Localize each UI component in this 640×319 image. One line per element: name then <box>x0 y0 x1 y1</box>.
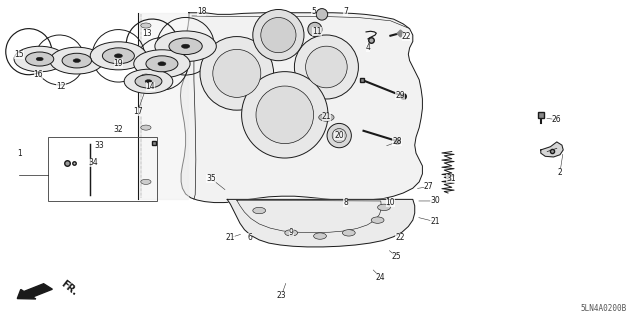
Polygon shape <box>138 13 188 199</box>
Text: 27: 27 <box>424 182 434 191</box>
Ellipse shape <box>242 72 328 158</box>
Text: 2: 2 <box>557 168 563 177</box>
Text: 14: 14 <box>145 82 156 91</box>
Ellipse shape <box>294 35 358 99</box>
Circle shape <box>145 80 152 83</box>
Circle shape <box>314 233 326 239</box>
Text: 10: 10 <box>385 198 396 207</box>
Circle shape <box>378 204 390 211</box>
Text: 6: 6 <box>247 233 252 242</box>
Circle shape <box>73 59 81 63</box>
Circle shape <box>141 23 151 28</box>
Circle shape <box>146 56 178 72</box>
Text: 21: 21 <box>322 112 331 121</box>
Ellipse shape <box>261 18 296 53</box>
Text: 5: 5 <box>311 7 316 16</box>
Circle shape <box>155 31 216 62</box>
Ellipse shape <box>200 37 274 110</box>
Text: 12: 12 <box>56 82 65 91</box>
Text: 22: 22 <box>396 233 404 242</box>
Ellipse shape <box>327 123 351 148</box>
Circle shape <box>319 114 334 121</box>
Circle shape <box>90 42 147 70</box>
Circle shape <box>285 230 298 236</box>
Text: 18: 18 <box>197 7 206 16</box>
Circle shape <box>182 44 189 48</box>
Text: 32: 32 <box>113 125 124 134</box>
Bar <box>48 137 157 201</box>
Circle shape <box>342 230 355 236</box>
Text: 13: 13 <box>142 29 152 38</box>
Text: 25: 25 <box>392 252 402 261</box>
Circle shape <box>134 50 190 78</box>
Text: 21: 21 <box>431 217 440 226</box>
Text: 17: 17 <box>132 107 143 116</box>
Circle shape <box>135 75 162 88</box>
Circle shape <box>253 207 266 214</box>
Ellipse shape <box>253 10 304 61</box>
Circle shape <box>102 48 134 64</box>
Text: 7: 7 <box>343 7 348 16</box>
Circle shape <box>14 46 65 72</box>
Text: 19: 19 <box>113 59 124 68</box>
Circle shape <box>124 69 173 93</box>
Circle shape <box>26 52 54 66</box>
Circle shape <box>115 54 122 58</box>
Ellipse shape <box>306 46 347 88</box>
Polygon shape <box>180 13 422 203</box>
Ellipse shape <box>308 22 322 36</box>
Polygon shape <box>227 199 415 247</box>
Text: 9: 9 <box>289 228 294 237</box>
Circle shape <box>50 47 104 74</box>
Text: 22: 22 <box>402 32 411 41</box>
Text: 28: 28 <box>392 137 401 146</box>
FancyArrow shape <box>17 284 52 299</box>
Circle shape <box>141 74 151 79</box>
Ellipse shape <box>256 86 314 144</box>
Text: 24: 24 <box>376 273 386 282</box>
Text: 26: 26 <box>552 115 562 124</box>
Text: FR.: FR. <box>59 278 79 297</box>
Text: 20: 20 <box>334 131 344 140</box>
Text: 35: 35 <box>206 174 216 183</box>
Text: 16: 16 <box>33 70 44 79</box>
Circle shape <box>36 57 44 61</box>
Circle shape <box>169 38 202 55</box>
Text: 1: 1 <box>17 149 22 158</box>
Text: 30: 30 <box>430 197 440 205</box>
Text: 23: 23 <box>276 291 287 300</box>
Circle shape <box>62 53 92 68</box>
Text: 4: 4 <box>365 43 371 52</box>
Circle shape <box>371 217 384 223</box>
Circle shape <box>141 179 151 184</box>
Text: 29: 29 <box>395 91 405 100</box>
Text: 21: 21 <box>226 233 235 242</box>
Text: 34: 34 <box>88 158 98 167</box>
Ellipse shape <box>332 129 346 143</box>
Polygon shape <box>541 142 563 157</box>
Text: 11: 11 <box>312 27 321 36</box>
Text: 31: 31 <box>446 174 456 183</box>
Text: 33: 33 <box>94 141 104 150</box>
Ellipse shape <box>316 9 328 20</box>
Circle shape <box>158 62 166 66</box>
Text: 15: 15 <box>14 50 24 59</box>
Circle shape <box>141 125 151 130</box>
Text: 8: 8 <box>343 198 348 207</box>
Ellipse shape <box>212 49 261 97</box>
Text: 5LN4A0200B: 5LN4A0200B <box>581 304 627 313</box>
